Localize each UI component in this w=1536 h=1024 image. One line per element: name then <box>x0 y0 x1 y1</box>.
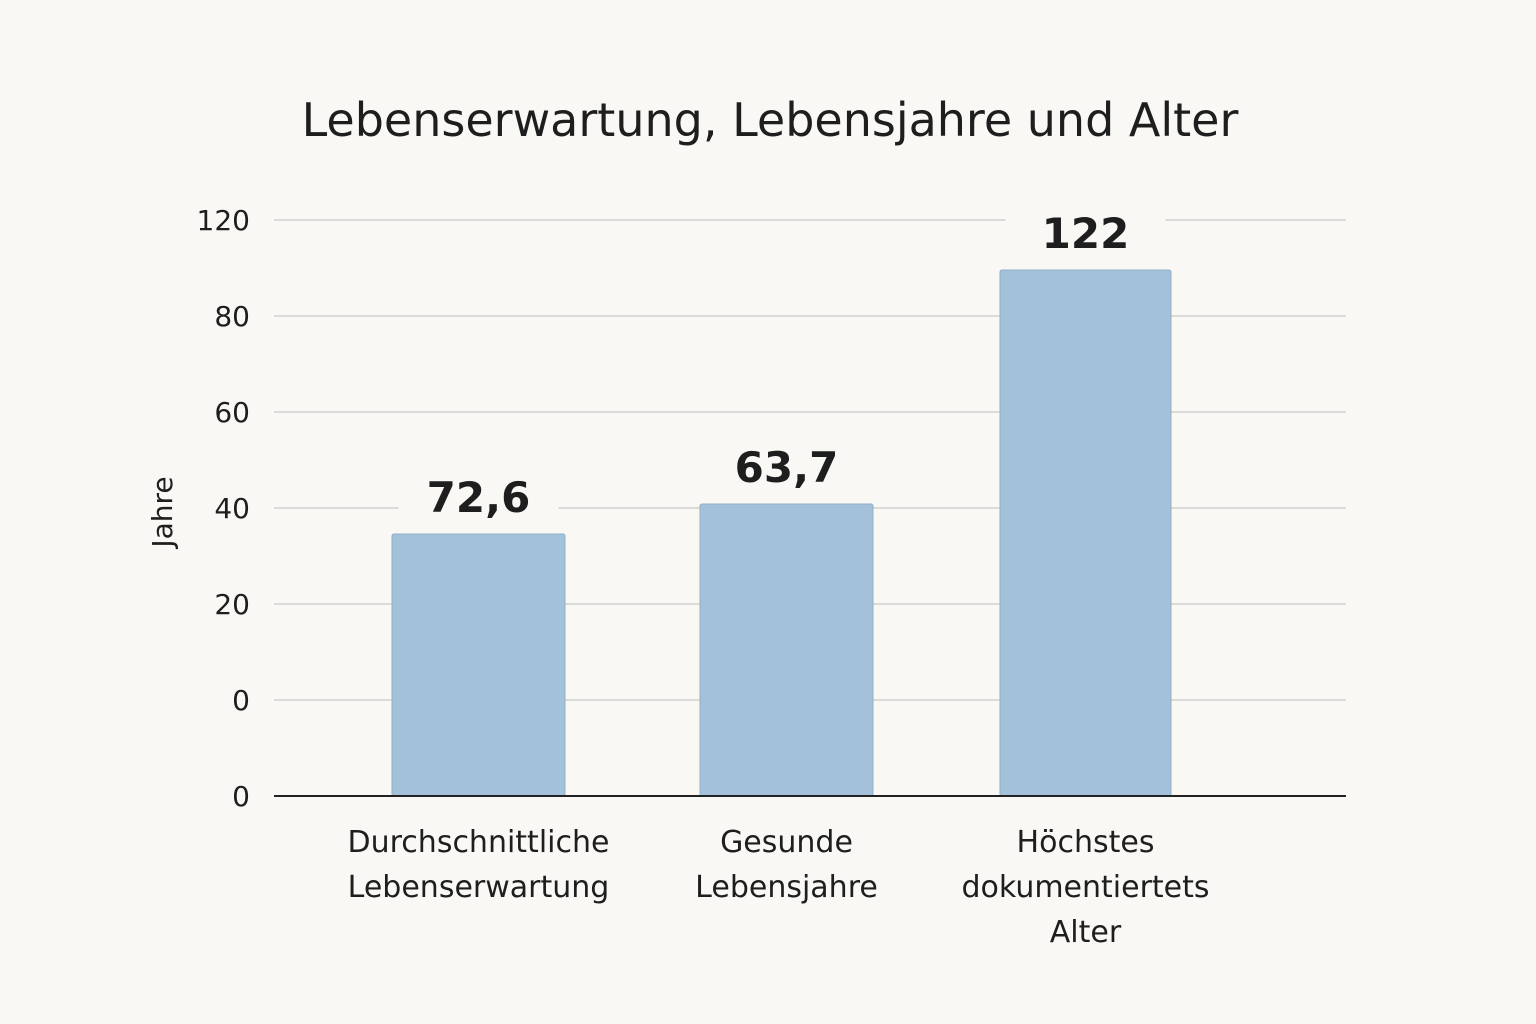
y-tick-label: 80 <box>214 300 250 333</box>
y-tick-label: 40 <box>214 492 250 525</box>
y-axis-label: Jahre <box>146 476 179 549</box>
bar <box>699 503 874 797</box>
label-background <box>706 438 867 494</box>
label-background <box>398 468 559 524</box>
label-background <box>1005 204 1166 260</box>
x-tick-label: Alter <box>1050 915 1122 950</box>
y-tick-label: 20 <box>214 588 250 621</box>
x-axis-categories: Durchschnittliche Lebenserwartung Gesunde L… <box>348 825 1210 950</box>
data-label: 72,6 <box>427 473 531 522</box>
x-tick-label: Lebensjahre <box>695 870 878 905</box>
y-axis-ticks: 0 0 20 40 60 80 120 <box>197 204 250 813</box>
x-tick-label: Höchstes <box>1017 825 1155 860</box>
data-labels: 72,6 63,7 122 <box>427 209 1130 522</box>
y-tick-label: 0 <box>232 780 250 813</box>
y-tick-label: 60 <box>214 396 250 429</box>
chart-title: Lebenserwartung, Lebensjahre und Alter <box>302 93 1239 147</box>
x-tick-label: Lebenserwartung <box>348 870 610 905</box>
x-tick-label: Gesunde <box>720 825 853 860</box>
bar <box>999 269 1172 797</box>
bar <box>391 533 566 797</box>
x-tick-label: Durchschnittliche <box>348 825 610 860</box>
data-label: 63,7 <box>735 443 839 492</box>
x-tick-label: dokumentiertets <box>961 870 1209 905</box>
data-label: 122 <box>1042 209 1130 258</box>
bars <box>391 204 1172 797</box>
y-tick-label: 120 <box>197 204 250 237</box>
y-tick-label: 0 <box>232 684 250 717</box>
